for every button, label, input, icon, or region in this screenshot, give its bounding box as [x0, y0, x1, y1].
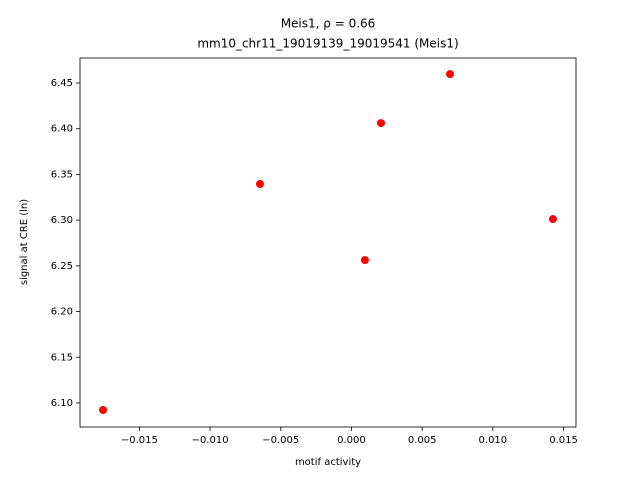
x-tick-label: 0.010 [479, 435, 508, 446]
x-tick-label: 0.015 [549, 435, 578, 446]
y-tick-label: 6.30 [51, 215, 73, 226]
point [377, 119, 386, 128]
y-tick-label: 6.40 [51, 124, 73, 135]
y-tick-label: 6.15 [51, 352, 73, 363]
chart-title: Meis1, ρ = 0.66 [281, 17, 376, 31]
x-tick-label: −0.015 [121, 435, 158, 446]
y-tick-label: 6.25 [51, 261, 73, 272]
point [99, 405, 108, 414]
x-tick-label: −0.005 [262, 435, 299, 446]
x-tick-label: −0.010 [192, 435, 229, 446]
y-axis-label: signal at CRE (ln) [19, 199, 30, 285]
point [255, 180, 264, 189]
point [446, 70, 455, 79]
y-tick-label: 6.35 [51, 169, 73, 180]
point [548, 215, 557, 224]
y-tick-label: 6.45 [51, 78, 73, 89]
y-tick-label: 6.10 [51, 398, 73, 409]
chart-subtitle: mm10_chr11_19019139_19019541 (Meis1) [197, 37, 458, 51]
plot-frame [79, 57, 577, 428]
x-tick-label: 0.000 [337, 435, 366, 446]
point [360, 256, 369, 265]
y-tick-label: 6.20 [51, 307, 73, 318]
x-axis-label: motif activity [295, 457, 361, 468]
x-tick-label: 0.005 [408, 435, 437, 446]
